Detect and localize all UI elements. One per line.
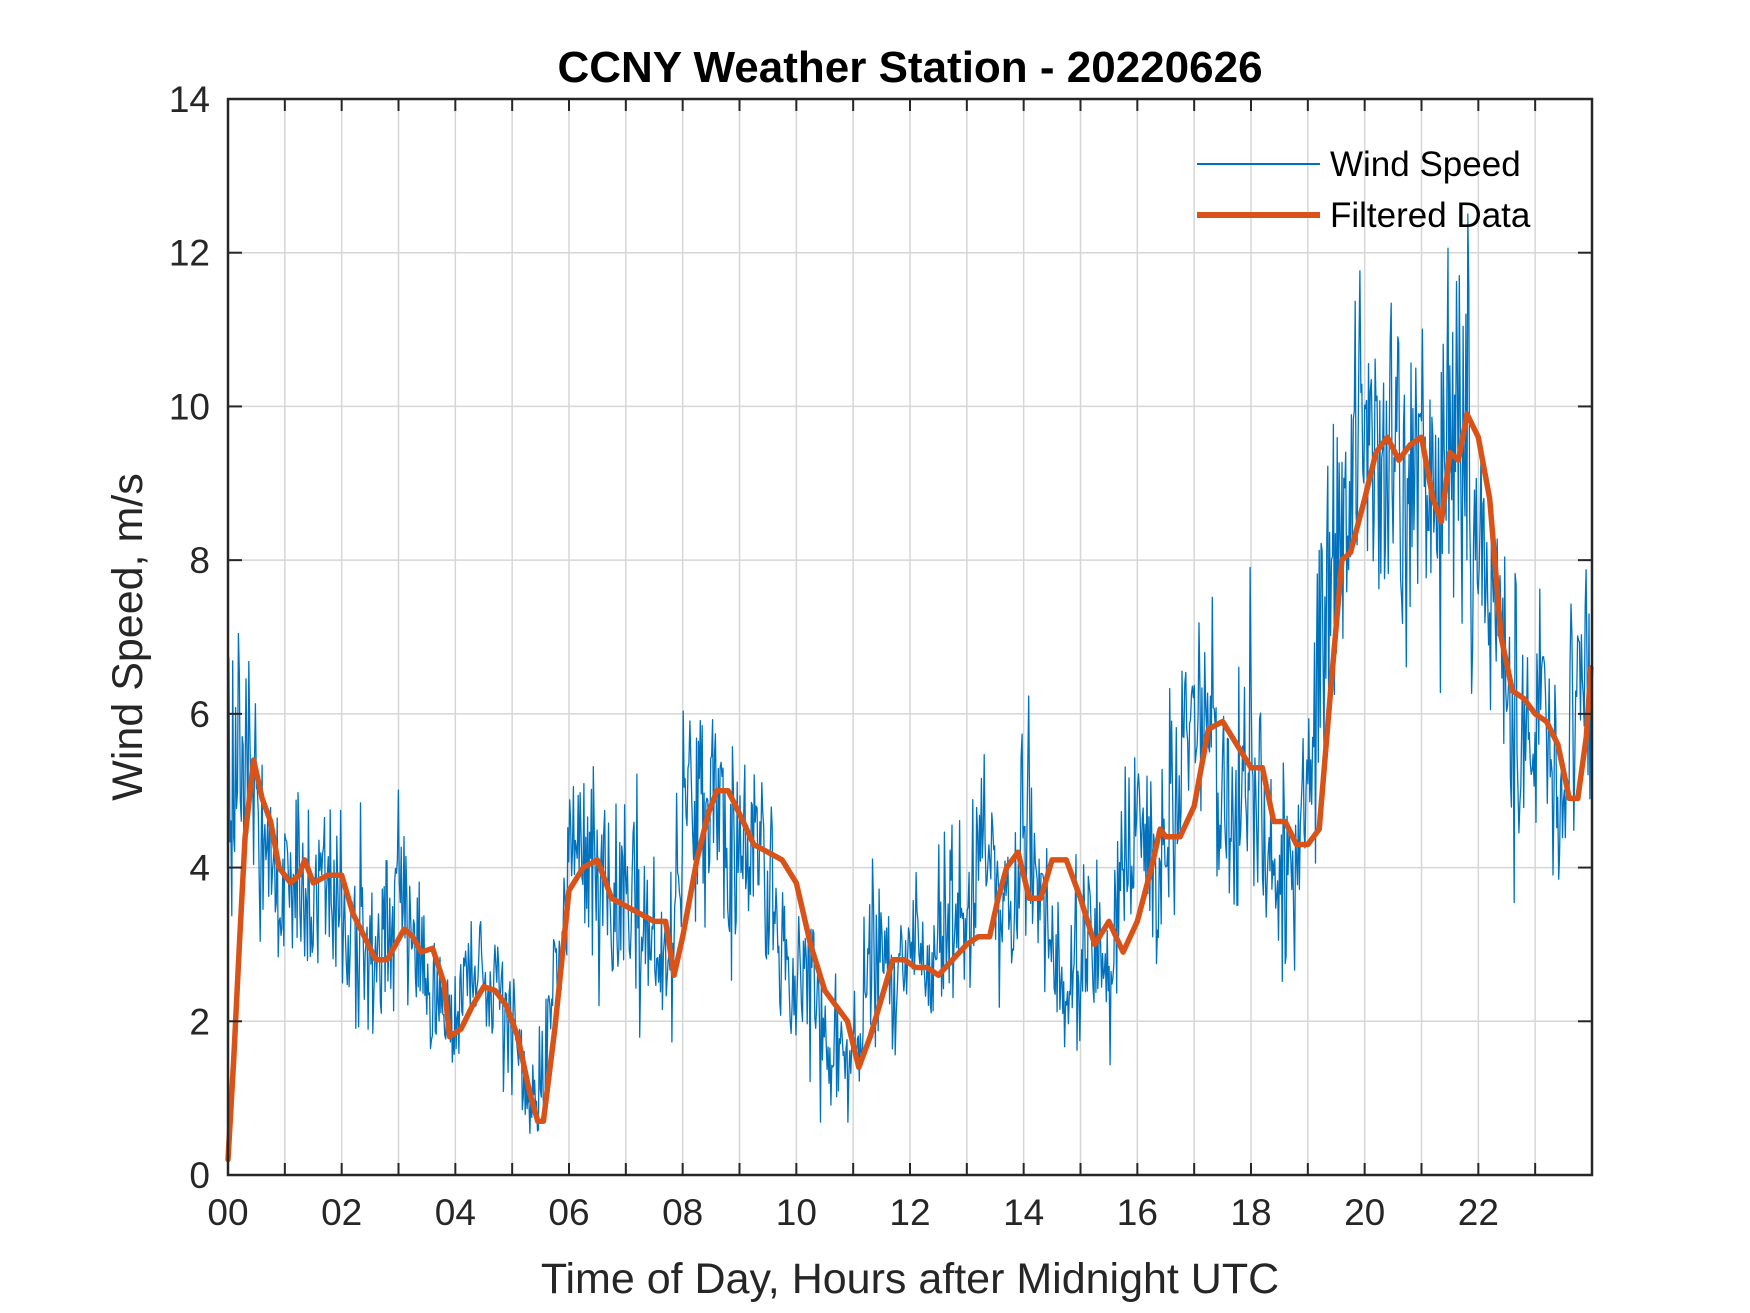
- y-axis-label: Wind Speed, m/s: [104, 473, 152, 800]
- x-tick-label: 12: [889, 1192, 930, 1233]
- y-tick-label: 2: [189, 1001, 210, 1042]
- y-tick-label: 4: [189, 848, 210, 889]
- x-axis-label: Time of Day, Hours after Midnight UTC: [541, 1255, 1279, 1303]
- x-tick-label: 14: [1003, 1192, 1044, 1233]
- x-tick-label: 16: [1117, 1192, 1158, 1233]
- legend-label-wind-speed: Wind Speed: [1330, 145, 1521, 184]
- legend: Wind Speed Filtered Data: [1197, 145, 1531, 235]
- x-tick-label: 00: [207, 1192, 248, 1233]
- x-tick-label: 20: [1344, 1192, 1385, 1233]
- y-tick-label: 12: [169, 233, 210, 274]
- chart-title: CCNY Weather Station - 20220626: [557, 43, 1262, 92]
- x-tick-label: 22: [1458, 1192, 1499, 1233]
- x-tick-label: 10: [776, 1192, 817, 1233]
- ticks: [227, 98, 1593, 1176]
- y-tick-label: 0: [189, 1155, 210, 1196]
- legend-label-filtered-data: Filtered Data: [1330, 196, 1531, 235]
- wind-speed-line: [227, 213, 1592, 1134]
- x-tick-label: 18: [1230, 1192, 1271, 1233]
- x-tick-label: 02: [321, 1192, 362, 1233]
- y-tick-label: 6: [189, 694, 210, 735]
- y-tick-label: 10: [169, 386, 210, 427]
- x-tick-label: 04: [435, 1192, 476, 1233]
- series-group: [225, 213, 1594, 1163]
- grid: [228, 99, 1592, 1175]
- filtered-data-line: [225, 411, 1594, 1163]
- x-tick-label: 08: [662, 1192, 703, 1233]
- y-tick-label: 8: [189, 540, 210, 581]
- y-tick-label: 14: [169, 79, 210, 120]
- x-tick-label: 06: [548, 1192, 589, 1233]
